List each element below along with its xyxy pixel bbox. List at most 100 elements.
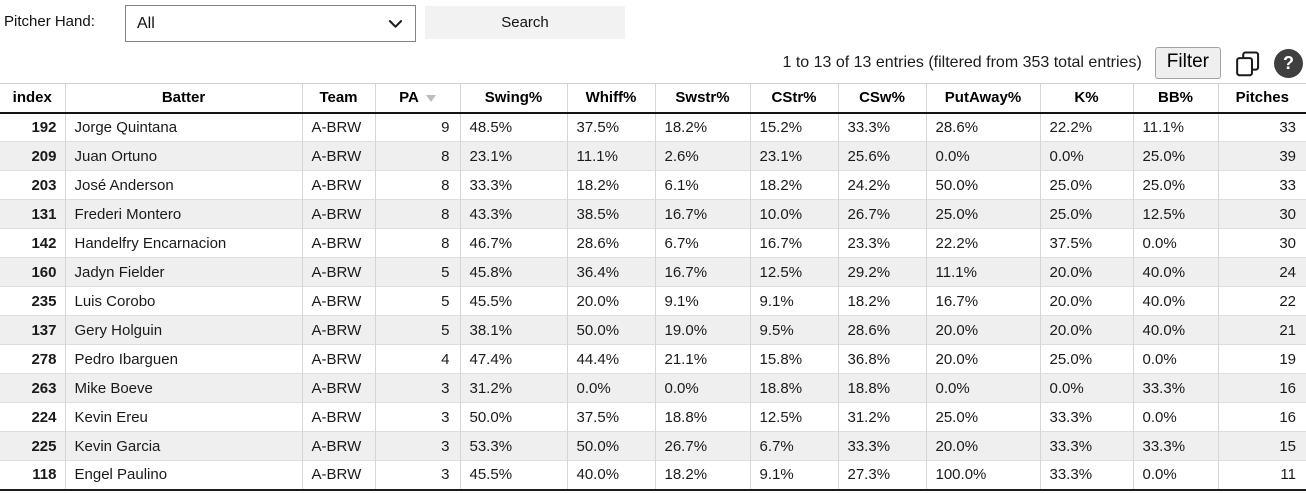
cell-bb: 0.0% (1132, 460, 1218, 490)
cell-putaway: 25.0% (925, 199, 1040, 229)
column-header-label: CStr% (771, 89, 817, 107)
cell-csw: 33.3% (837, 112, 926, 142)
cell-k: 0.0% (1039, 141, 1133, 171)
cell-pa: 8 (374, 228, 460, 258)
cell-csw: 24.2% (837, 170, 926, 200)
table-row: 118 Engel Paulino A-BRW 3 45.5% 40.0% 18.2% 9.1… (0, 460, 1306, 490)
cell-csw: 26.7% (837, 199, 926, 229)
cell-pa: 5 (374, 315, 460, 345)
cell-batter: José Anderson (64, 170, 302, 200)
column-header-team[interactable]: Team (301, 83, 375, 114)
cell-batter: Handelfry Encarnacion (64, 228, 302, 258)
search-button[interactable]: Search (425, 6, 625, 39)
cell-swstr: 0.0% (654, 373, 750, 403)
cell-swing: 43.3% (459, 199, 567, 229)
cell-pa: 3 (374, 402, 460, 432)
cell-swstr: 6.1% (654, 170, 750, 200)
cell-swing: 47.4% (459, 344, 567, 374)
cell-cstr: 12.5% (749, 257, 838, 287)
column-header-label: BB% (1157, 89, 1193, 107)
cell-swing: 46.7% (459, 228, 567, 258)
help-icon[interactable]: ? (1274, 48, 1303, 78)
cell-putaway: 25.0% (925, 402, 1040, 432)
column-header-putaway[interactable]: PutAway% (925, 83, 1040, 114)
cell-swstr: 16.7% (654, 199, 750, 229)
header-row: index Batter Team PA Swing% Whiff% Swstr% CStr%… (0, 83, 1306, 114)
cell-swing: 53.3% (459, 431, 567, 461)
cell-whiff: 44.4% (566, 344, 655, 374)
entries-summary: 1 to 13 of 13 entries (filtered from 353… (782, 54, 1142, 71)
cell-k: 33.3% (1039, 402, 1133, 432)
cell-batter: Engel Paulino (64, 460, 302, 490)
cell-swstr: 18.2% (654, 112, 750, 142)
cell-swstr: 19.0% (654, 315, 750, 345)
cell-swing: 23.1% (459, 141, 567, 171)
cell-putaway: 22.2% (925, 228, 1040, 258)
cell-cstr: 18.2% (749, 170, 838, 200)
column-header-batter[interactable]: Batter (64, 83, 302, 114)
cell-pitches: 39 (1217, 141, 1306, 171)
column-header-label: Swstr% (675, 89, 730, 107)
batter-stats-table: index Batter Team PA Swing% Whiff% Swstr% CStr%… (0, 83, 1306, 491)
cell-bb: 0.0% (1132, 344, 1218, 374)
cell-k: 37.5% (1039, 228, 1133, 258)
column-header-index[interactable]: index (0, 83, 65, 114)
cell-cstr: 9.1% (749, 286, 838, 316)
cell-team: A-BRW (301, 228, 375, 258)
cell-whiff: 38.5% (566, 199, 655, 229)
cell-pitches: 30 (1217, 228, 1306, 258)
column-header-bb[interactable]: BB% (1132, 83, 1218, 114)
cell-csw: 18.2% (837, 286, 926, 316)
table-row: 235 Luis Corobo A-BRW 5 45.5% 20.0% 9.1% 9.1% 18… (0, 286, 1306, 316)
cell-swing: 33.3% (459, 170, 567, 200)
cell-k: 20.0% (1039, 315, 1133, 345)
cell-swing: 48.5% (459, 112, 567, 142)
cell-swing: 45.8% (459, 257, 567, 287)
cell-pitches: 33 (1217, 112, 1306, 142)
cell-batter: Mike Boeve (64, 373, 302, 403)
cell-pitches: 19 (1217, 344, 1306, 374)
column-header-swing[interactable]: Swing% (459, 83, 567, 114)
cell-bb: 0.0% (1132, 402, 1218, 432)
cell-bb: 25.0% (1132, 170, 1218, 200)
cell-swstr: 21.1% (654, 344, 750, 374)
cell-batter: Juan Ortuno (64, 141, 302, 171)
cell-team: A-BRW (301, 257, 375, 287)
filter-button[interactable]: Filter (1154, 46, 1221, 80)
cell-csw: 18.8% (837, 373, 926, 403)
column-header-cstr[interactable]: CStr% (749, 83, 838, 114)
cell-putaway: 11.1% (925, 257, 1040, 287)
cell-cstr: 12.5% (749, 402, 838, 432)
column-header-whiff[interactable]: Whiff% (566, 83, 655, 114)
table-row: 137 Gery Holguin A-BRW 5 38.1% 50.0% 19.0% 9.5%… (0, 315, 1306, 345)
cell-k: 25.0% (1039, 344, 1133, 374)
column-header-pitches[interactable]: Pitches (1217, 83, 1306, 114)
cell-csw: 28.6% (837, 315, 926, 345)
column-header-label: Whiff% (585, 89, 637, 107)
cell-index: 203 (0, 170, 65, 200)
cell-bb: 33.3% (1132, 431, 1218, 461)
cell-cstr: 15.8% (749, 344, 838, 374)
cell-pitches: 22 (1217, 286, 1306, 316)
cell-pa: 9 (374, 112, 460, 142)
column-header-label: PA (399, 89, 419, 107)
copy-icon[interactable] (1234, 50, 1261, 77)
column-header-label: Pitches (1235, 89, 1289, 107)
pitcher-hand-select[interactable]: All (125, 5, 416, 42)
column-header-pa[interactable]: PA (374, 83, 460, 114)
cell-swing: 45.5% (459, 286, 567, 316)
column-header-csw[interactable]: CSw% (837, 83, 926, 114)
column-header-label: Team (319, 89, 358, 107)
table-row: 209 Juan Ortuno A-BRW 8 23.1% 11.1% 2.6% 23.1% 2… (0, 141, 1306, 171)
cell-index: 137 (0, 315, 65, 345)
cell-swing: 45.5% (459, 460, 567, 490)
column-header-swstr[interactable]: Swstr% (654, 83, 750, 114)
cell-pa: 8 (374, 199, 460, 229)
cell-index: 225 (0, 431, 65, 461)
cell-pa: 8 (374, 170, 460, 200)
cell-batter: Frederi Montero (64, 199, 302, 229)
column-header-k[interactable]: K% (1039, 83, 1133, 114)
table-row: 263 Mike Boeve A-BRW 3 31.2% 0.0% 0.0% 18.8% 18.… (0, 373, 1306, 403)
cell-putaway: 50.0% (925, 170, 1040, 200)
